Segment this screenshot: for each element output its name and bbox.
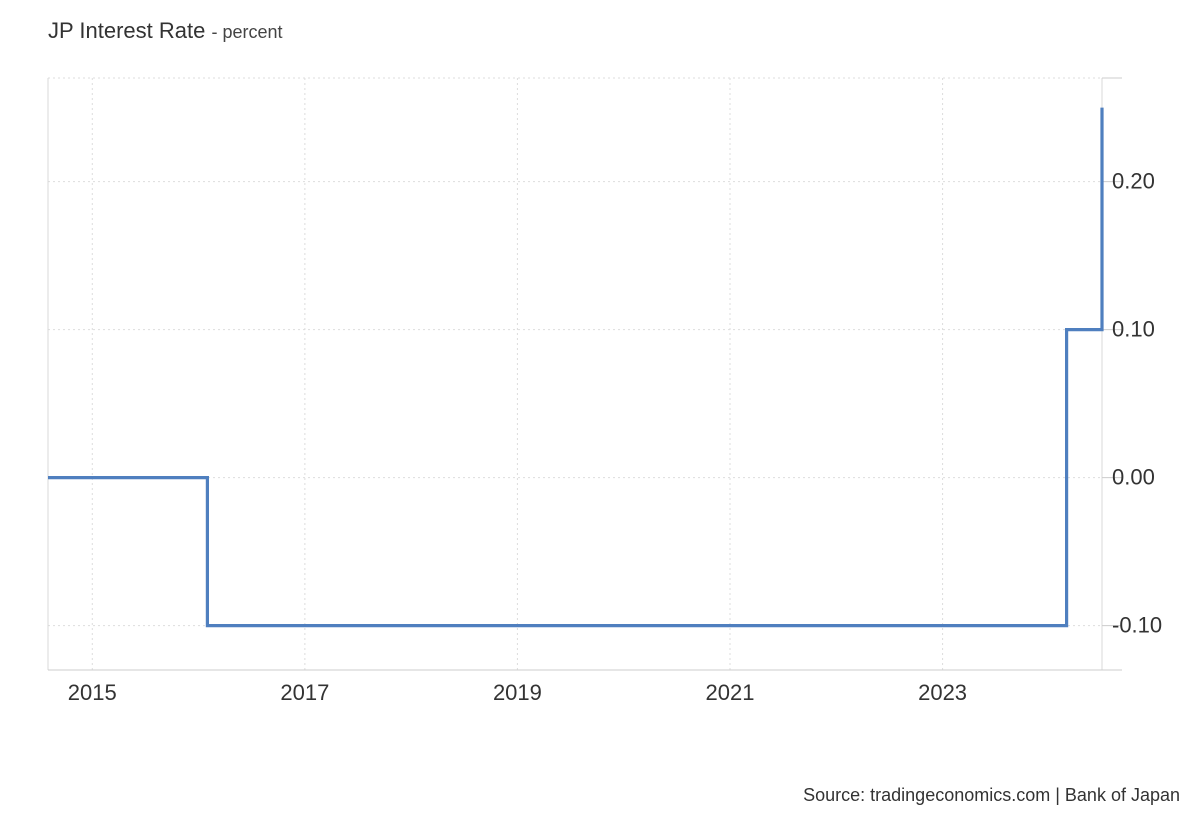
chart-unit-label: - percent bbox=[211, 22, 283, 42]
y-tick-labels: 0.20 0.10 0.00 -0.10 bbox=[1112, 169, 1162, 638]
series-line bbox=[48, 107, 1104, 628]
x-tick-label: 2023 bbox=[918, 680, 967, 705]
y-tick-label: 0.20 bbox=[1112, 169, 1155, 194]
y-tick-marks bbox=[1102, 77, 1122, 627]
x-tick-labels: 2015 2017 2019 2021 2023 bbox=[68, 680, 967, 705]
x-tick-label: 2015 bbox=[68, 680, 117, 705]
x-tick-label: 2021 bbox=[706, 680, 755, 705]
chart-title-text: JP Interest Rate bbox=[48, 18, 206, 43]
y-tick-label: 0.00 bbox=[1112, 465, 1155, 490]
x-tick-label: 2017 bbox=[280, 680, 329, 705]
series-layer bbox=[48, 107, 1104, 628]
source-credit: Source: tradingeconomics.com | Bank of J… bbox=[803, 785, 1180, 805]
x-tick-label: 2019 bbox=[493, 680, 542, 705]
chart-title: JP Interest Rate - percent bbox=[48, 18, 283, 44]
y-tick-label: -0.10 bbox=[1112, 613, 1162, 638]
y-tick-label: 0.10 bbox=[1112, 317, 1155, 342]
